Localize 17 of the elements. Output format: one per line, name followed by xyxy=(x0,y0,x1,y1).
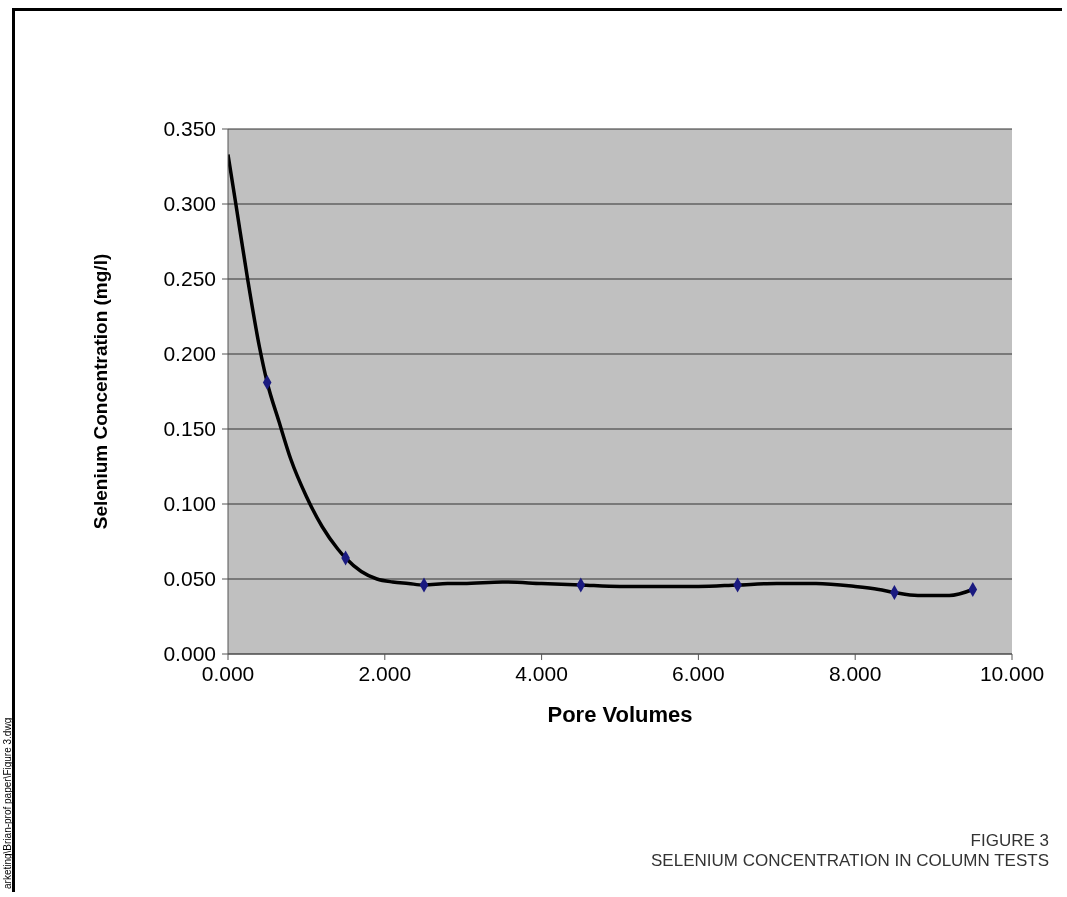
y-tick-label: 0.100 xyxy=(163,492,216,516)
y-tick-label: 0.150 xyxy=(163,417,216,441)
x-axis-title: Pore Volumes xyxy=(547,702,693,727)
y-tick-label: 0.250 xyxy=(163,267,216,291)
y-tick-label: 0.350 xyxy=(163,117,216,141)
text: FIGURE 3 xyxy=(969,831,1049,851)
x-tick-label: 2.000 xyxy=(358,661,412,685)
x-tick-label: 10.000 xyxy=(979,661,1045,685)
x-tick-label: 6.000 xyxy=(672,661,725,685)
y-tick-label: 0.050 xyxy=(163,567,216,591)
y-tick-label: 0.300 xyxy=(163,192,216,216)
text: arketing\Brian-prof paper\Figure 3.dwg xyxy=(2,717,13,889)
x-tick-label: 8.000 xyxy=(828,661,882,685)
x-tick-label: 4.000 xyxy=(515,661,568,685)
y-axis-title: Selenium Concentration (mg/l) xyxy=(89,253,111,530)
y-tick-label: 0.200 xyxy=(163,342,216,366)
text: SELENIUM CONCENTRATION IN COLUMN TESTS xyxy=(651,851,1049,871)
